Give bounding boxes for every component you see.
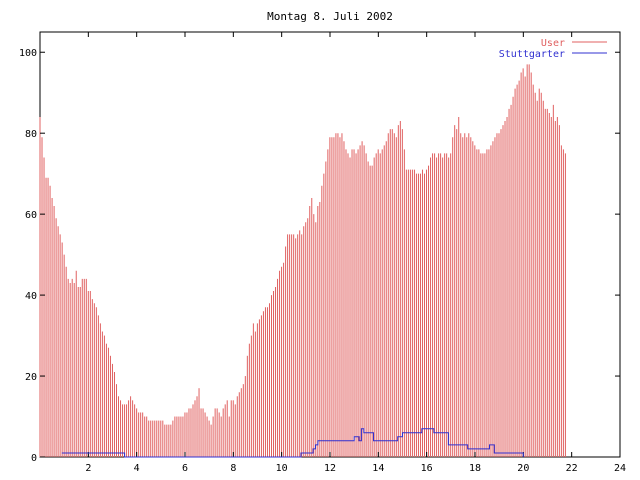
legend: User Stuttgarter xyxy=(499,38,607,60)
stuttgarter-line-group xyxy=(61,428,524,458)
x-tick-label: 10 xyxy=(276,463,288,474)
x-tick-label: 22 xyxy=(566,463,578,474)
y-tick-label: 20 xyxy=(25,372,37,383)
x-tick-label: 4 xyxy=(134,463,140,474)
x-tick-label: 6 xyxy=(182,463,188,474)
y-tick-label: 0 xyxy=(31,453,37,464)
y-tick-label: 80 xyxy=(25,129,37,140)
x-tick-label: 8 xyxy=(230,463,236,474)
user-bars xyxy=(39,64,566,457)
y-tick-label: 100 xyxy=(19,48,37,59)
x-tick-label: 20 xyxy=(517,463,529,474)
x-tick-label: 2 xyxy=(85,463,91,474)
x-tick-label: 16 xyxy=(421,463,433,474)
x-tick-label: 18 xyxy=(469,463,481,474)
legend-label-user: User xyxy=(541,38,565,49)
chart-title: Montag 8. Juli 2002 xyxy=(267,10,393,23)
y-tick-label: 40 xyxy=(25,291,37,302)
y-tick-label: 60 xyxy=(25,210,37,221)
x-tick-label: 24 xyxy=(614,463,626,474)
x-tick-label: 12 xyxy=(324,463,336,474)
x-tick-label: 14 xyxy=(372,463,384,474)
legend-label-stuttgarter: Stuttgarter xyxy=(499,49,565,60)
stuttgarter-line xyxy=(61,428,524,458)
